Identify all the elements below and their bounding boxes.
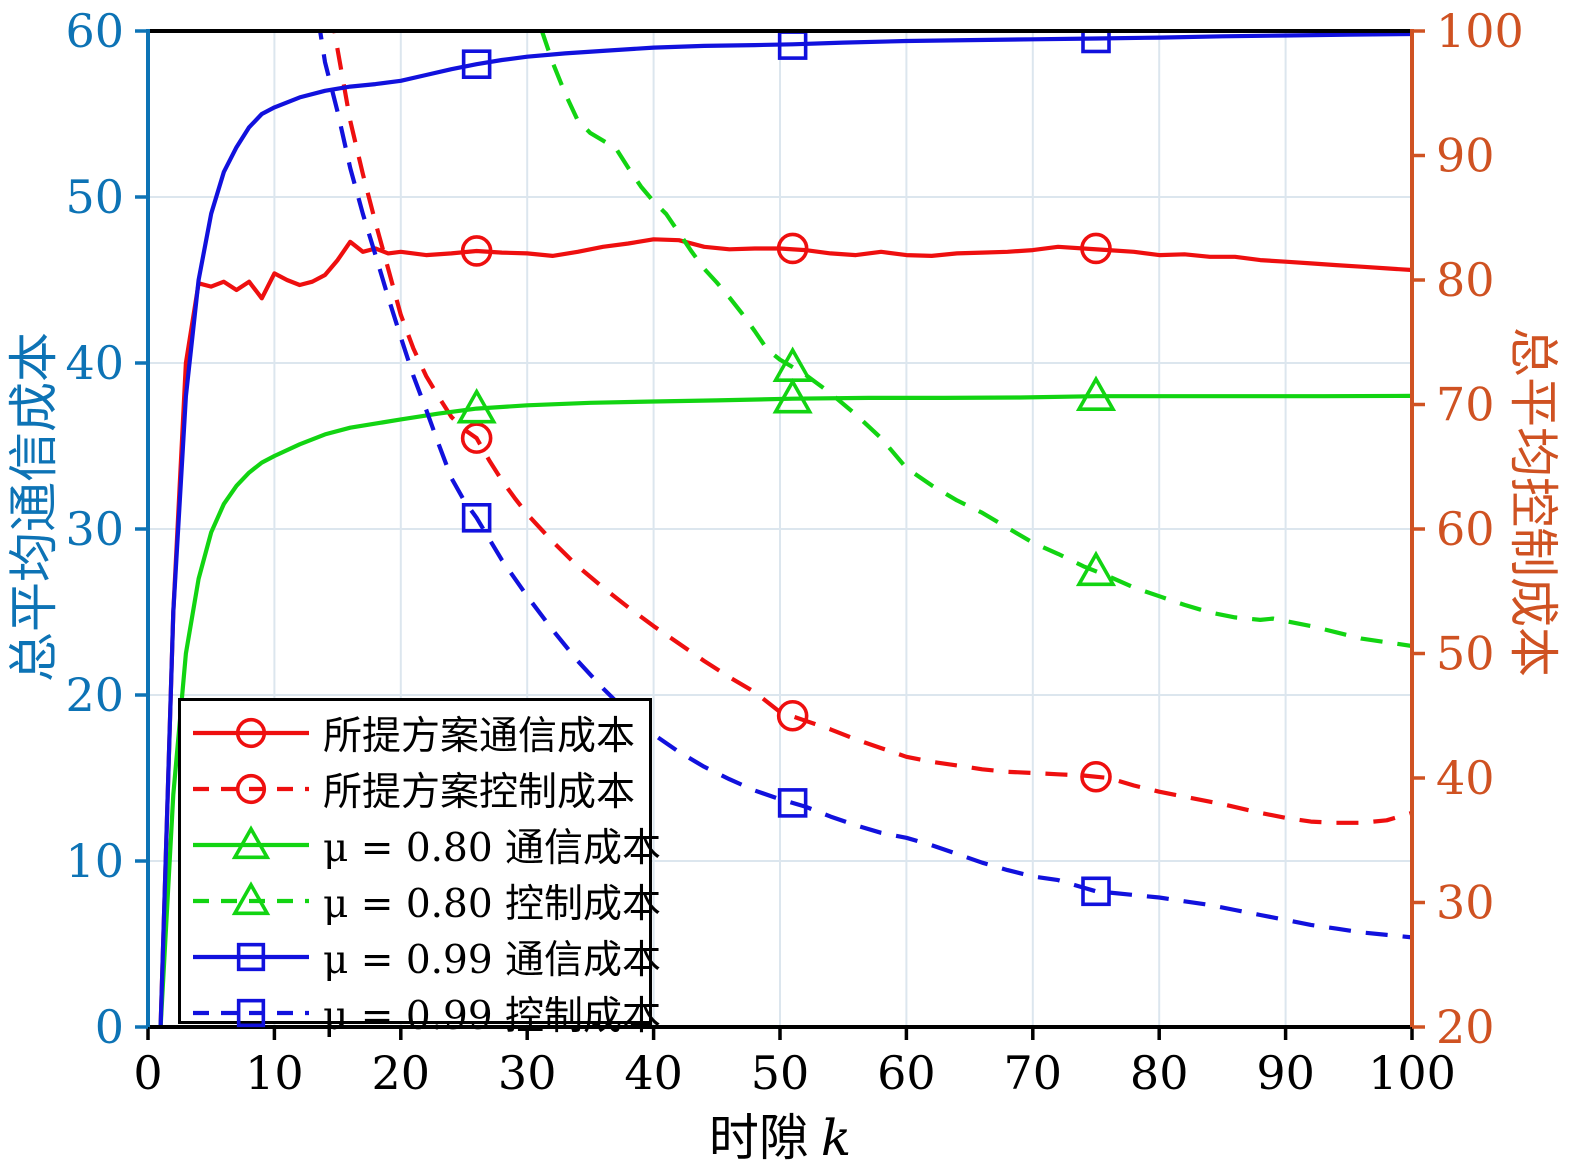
triangle-marker — [772, 378, 813, 414]
legend-label: μ = 0.80 控制成本 — [323, 882, 662, 927]
square-marker — [1081, 31, 1111, 54]
legend-label: 所提方案控制成本 — [323, 770, 636, 815]
legend-swatch — [193, 717, 309, 749]
triangle-marker — [772, 346, 813, 382]
x-tick-label: 60 — [877, 1046, 936, 1100]
x-axis-title-text: 时隙 — [708, 1109, 809, 1167]
series-line-2 — [158, 393, 1412, 1027]
legend-entry-1: 所提方案控制成本 — [189, 761, 649, 817]
legend-entry-4: μ = 0.99 通信成本 — [189, 929, 661, 985]
legend-swatch — [193, 773, 309, 805]
series-line-5 — [317, 31, 1412, 940]
legend-entry-2: μ = 0.80 通信成本 — [189, 817, 661, 873]
x-axis-title: 时隙 k — [630, 1098, 930, 1170]
right-y-tick-label: 20 — [1436, 1000, 1495, 1054]
triangle-marker — [1075, 375, 1117, 411]
left-y-tick-label: 30 — [65, 502, 124, 556]
right-y-tick-label: 60 — [1436, 502, 1495, 556]
left-y-tick-label: 10 — [65, 834, 124, 888]
right-y-tick-label: 50 — [1436, 627, 1495, 681]
legend-swatch — [193, 825, 309, 860]
right-y-tick-label: 70 — [1436, 378, 1495, 432]
triangle-marker — [1075, 550, 1117, 587]
circle-marker — [235, 773, 267, 805]
right-y-axis-title: 总平均控制成本 — [1504, 327, 1562, 677]
x-tick-label: 0 — [133, 1046, 162, 1100]
series-line-1 — [332, 31, 1412, 825]
x-tick-label: 90 — [1256, 1046, 1315, 1100]
legend-entry-0: 所提方案通信成本 — [189, 705, 649, 761]
x-tick-label: 40 — [624, 1046, 683, 1100]
right-y-tick-label: 40 — [1436, 751, 1495, 805]
legend-swatch — [193, 942, 309, 972]
left-y-tick-label: 50 — [65, 170, 124, 224]
right-y-tick-label: 30 — [1436, 876, 1495, 930]
series-group — [158, 31, 1412, 1027]
right-y-tick-label: 80 — [1436, 253, 1495, 307]
right-y-tick-label: 90 — [1436, 129, 1495, 183]
circle-marker — [1080, 760, 1112, 793]
triangle-marker — [231, 881, 271, 916]
left-y-tick-label: 20 — [65, 668, 124, 722]
left-y-axis-title: 总平均通信成本 — [5, 332, 63, 682]
x-tick-label: 20 — [372, 1046, 431, 1100]
legend-label: 所提方案通信成本 — [323, 714, 636, 759]
x-tick-label: 70 — [1004, 1046, 1063, 1100]
x-tick-label: 10 — [245, 1046, 304, 1100]
series-line-3 — [539, 31, 1412, 649]
square-marker — [236, 942, 266, 972]
right-y-tick-label: 100 — [1436, 4, 1524, 58]
legend-entry-5: μ = 0.99 控制成本 — [189, 985, 661, 1041]
legend-label: μ = 0.99 控制成本 — [323, 994, 662, 1039]
left-y-tick-label: 40 — [65, 336, 124, 390]
square-marker — [236, 998, 266, 1028]
circle-marker — [776, 699, 809, 732]
legend: 所提方案通信成本 所提方案控制成本 μ = 0.80 通信成本 μ = 0.80 控制… — [178, 698, 661, 1039]
x-tick-label: 50 — [751, 1046, 810, 1100]
legend-entry-3: μ = 0.80 控制成本 — [189, 873, 661, 929]
square-marker — [777, 788, 808, 818]
triangle-marker — [231, 825, 271, 860]
circle-marker — [460, 235, 493, 267]
left-y-tick-label: 0 — [95, 1000, 124, 1054]
x-axis-title-variable: k — [820, 1109, 852, 1167]
x-tick-label: 100 — [1368, 1046, 1456, 1100]
x-tick-label: 30 — [498, 1046, 557, 1100]
triangle-marker — [456, 387, 497, 424]
square-marker — [461, 502, 492, 533]
square-marker — [1081, 876, 1111, 907]
x-tick-label: 80 — [1130, 1046, 1189, 1100]
legend-swatch — [193, 998, 309, 1028]
left-y-tick-label: 60 — [65, 4, 124, 58]
circle-marker — [235, 717, 267, 749]
legend-swatch — [193, 881, 309, 916]
circle-marker — [1080, 232, 1112, 265]
series-line-0 — [158, 237, 1412, 1027]
square-marker — [461, 49, 492, 80]
legend-label: μ = 0.99 通信成本 — [323, 938, 662, 983]
circle-marker — [776, 232, 809, 265]
circle-marker — [460, 422, 493, 454]
legend-label: μ = 0.80 通信成本 — [323, 826, 662, 871]
